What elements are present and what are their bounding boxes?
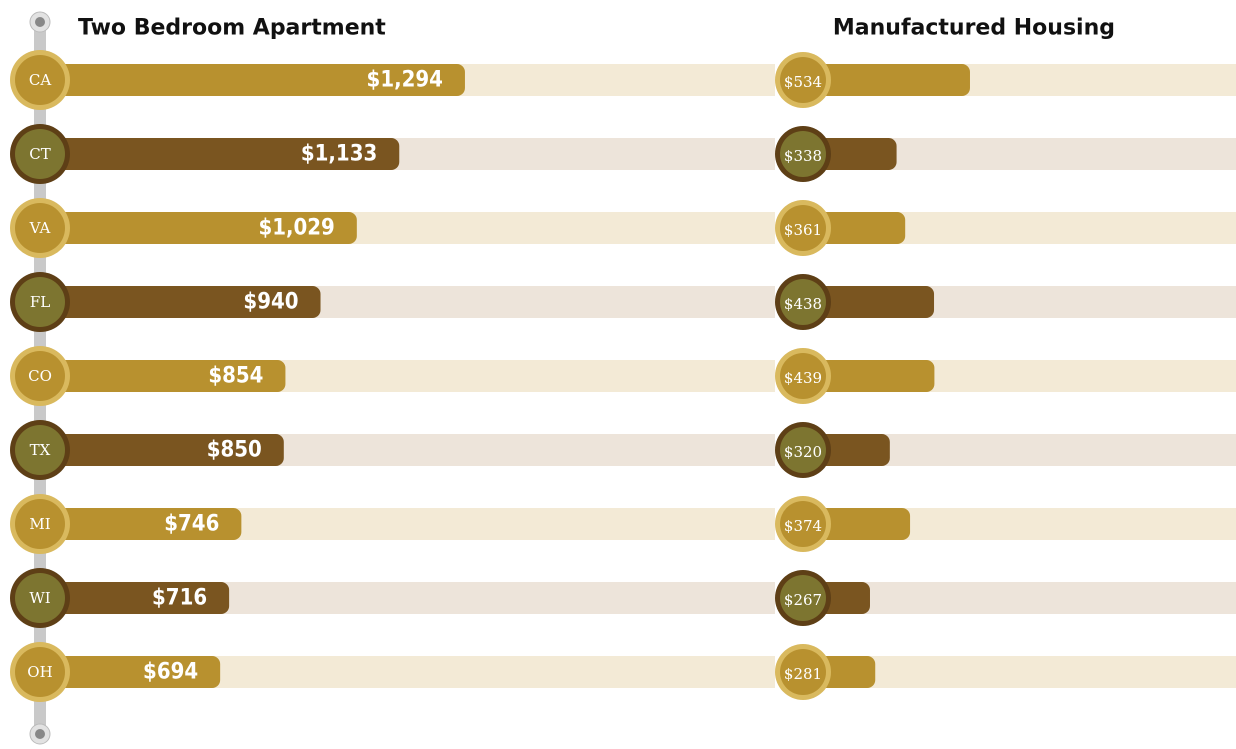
bar	[40, 582, 230, 614]
value-label: $694	[143, 660, 198, 685]
value-label: $338	[784, 147, 822, 165]
bar	[803, 360, 935, 392]
marker	[780, 575, 826, 621]
bar	[40, 212, 357, 244]
value-label: $940	[243, 290, 298, 315]
marker	[15, 499, 65, 549]
value-label: $439	[784, 369, 822, 387]
value-label: $361	[784, 221, 822, 239]
marker	[780, 57, 826, 103]
value-label: $746	[164, 512, 219, 537]
rail-knob-dot	[35, 729, 45, 739]
chart-title: Manufactured Housing	[833, 16, 1115, 41]
marker	[15, 573, 65, 623]
category-label: CO	[28, 367, 52, 385]
value-label: $850	[207, 438, 262, 463]
category-label: TX	[30, 441, 51, 459]
marker	[780, 427, 826, 473]
marker	[15, 351, 65, 401]
rail-knob-dot	[35, 17, 45, 27]
marker	[780, 279, 826, 325]
bar	[40, 286, 321, 318]
bar	[803, 64, 970, 96]
value-label: $320	[784, 443, 822, 461]
bar-track	[803, 582, 1236, 614]
category-label: FL	[30, 293, 50, 311]
chart-title: Two Bedroom Apartment	[78, 16, 386, 41]
marker	[780, 649, 826, 695]
value-label: $1,133	[301, 142, 377, 167]
value-label: $534	[784, 73, 822, 91]
bar	[40, 360, 286, 392]
category-label: VA	[29, 219, 51, 237]
category-label: WI	[29, 589, 50, 607]
marker	[15, 129, 65, 179]
marker	[15, 425, 65, 475]
marker	[780, 353, 826, 399]
category-label: MI	[29, 515, 50, 533]
bar	[40, 138, 400, 170]
marker	[15, 203, 65, 253]
bar	[40, 508, 242, 540]
category-label: CT	[29, 145, 50, 163]
value-label: $374	[784, 517, 822, 535]
value-label: $854	[208, 364, 263, 389]
marker	[780, 205, 826, 251]
value-label: $281	[784, 665, 822, 683]
value-label: $438	[784, 295, 822, 313]
bar	[803, 286, 935, 318]
bar	[40, 434, 284, 466]
bar	[40, 656, 221, 688]
category-label: CA	[29, 71, 51, 89]
marker	[15, 647, 65, 697]
marker	[15, 55, 65, 105]
category-label: OH	[27, 663, 52, 681]
marker	[780, 501, 826, 547]
value-label: $267	[784, 591, 822, 609]
bar	[40, 64, 465, 96]
value-label: $716	[152, 586, 207, 611]
marker	[15, 277, 65, 327]
value-label: $1,294	[367, 68, 443, 93]
marker	[780, 131, 826, 177]
value-label: $1,029	[258, 216, 334, 241]
